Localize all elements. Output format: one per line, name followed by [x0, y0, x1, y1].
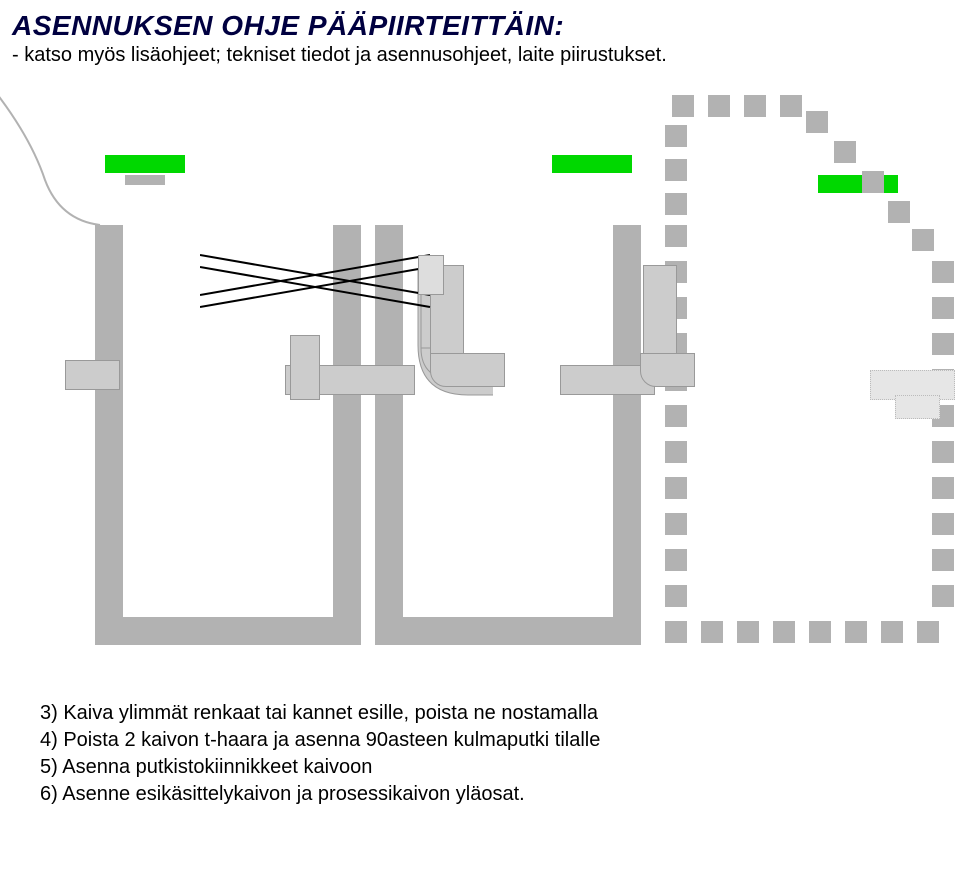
dash: [665, 125, 687, 147]
cross-braces: [200, 245, 500, 325]
step-4: 4) Poista 2 kaivon t-haara ja asenna 90a…: [40, 727, 920, 754]
brace-block: [418, 255, 444, 295]
step-5: 5) Asenna putkistokiinnikkeet kaivoon: [40, 754, 920, 781]
well2-bottom: [375, 617, 641, 645]
dash: [932, 549, 954, 571]
elbow2-vert: [643, 265, 677, 360]
dash: [888, 201, 910, 223]
dash: [932, 297, 954, 319]
inlet-stub: [65, 360, 120, 390]
dash: [932, 333, 954, 355]
dash: [773, 621, 795, 643]
page-subtitle: - katso myös lisäohjeet; tekniset tiedot…: [12, 44, 948, 67]
dash: [665, 477, 687, 499]
lid-3: [818, 175, 898, 193]
dash: [665, 225, 687, 247]
step-6: 6) Asenne esikäsittelykaivon ja prosessi…: [40, 781, 920, 808]
dash: [932, 261, 954, 283]
elbow2-horiz: [640, 353, 695, 387]
dash: [912, 229, 934, 251]
dash: [806, 111, 828, 133]
installation-diagram: [0, 95, 960, 675]
dash: [665, 585, 687, 607]
dash: [665, 441, 687, 463]
riser-top-1: [125, 175, 165, 185]
dash: [809, 621, 831, 643]
well2-right-wall: [613, 225, 641, 645]
dash: [708, 95, 730, 117]
dash: [665, 405, 687, 427]
dash: [932, 585, 954, 607]
dash: [932, 441, 954, 463]
dash: [917, 621, 939, 643]
riser-well1: [290, 335, 320, 400]
light-stub-2: [895, 395, 940, 419]
dash: [665, 549, 687, 571]
steps-list: 3) Kaiva ylimmät renkaat tai kannet esil…: [40, 700, 920, 808]
dash: [672, 95, 694, 117]
dash: [744, 95, 766, 117]
dash: [932, 513, 954, 535]
dash: [737, 621, 759, 643]
elbow-horiz: [430, 353, 505, 387]
dash: [665, 513, 687, 535]
page-title: ASENNUKSEN OHJE PÄÄPIIRTEITTÄIN:: [12, 10, 948, 42]
dash: [932, 477, 954, 499]
hose-curve: [0, 85, 130, 235]
lid-2: [552, 155, 632, 173]
dash: [665, 193, 687, 215]
step-3: 3) Kaiva ylimmät renkaat tai kannet esil…: [40, 700, 920, 727]
well1-bottom: [95, 617, 361, 645]
dash: [665, 159, 687, 181]
dash: [834, 141, 856, 163]
dash: [881, 621, 903, 643]
dash: [701, 621, 723, 643]
dash: [845, 621, 867, 643]
dash: [665, 621, 687, 643]
dash: [780, 95, 802, 117]
dash: [862, 171, 884, 193]
well1-left-wall: [95, 225, 123, 645]
